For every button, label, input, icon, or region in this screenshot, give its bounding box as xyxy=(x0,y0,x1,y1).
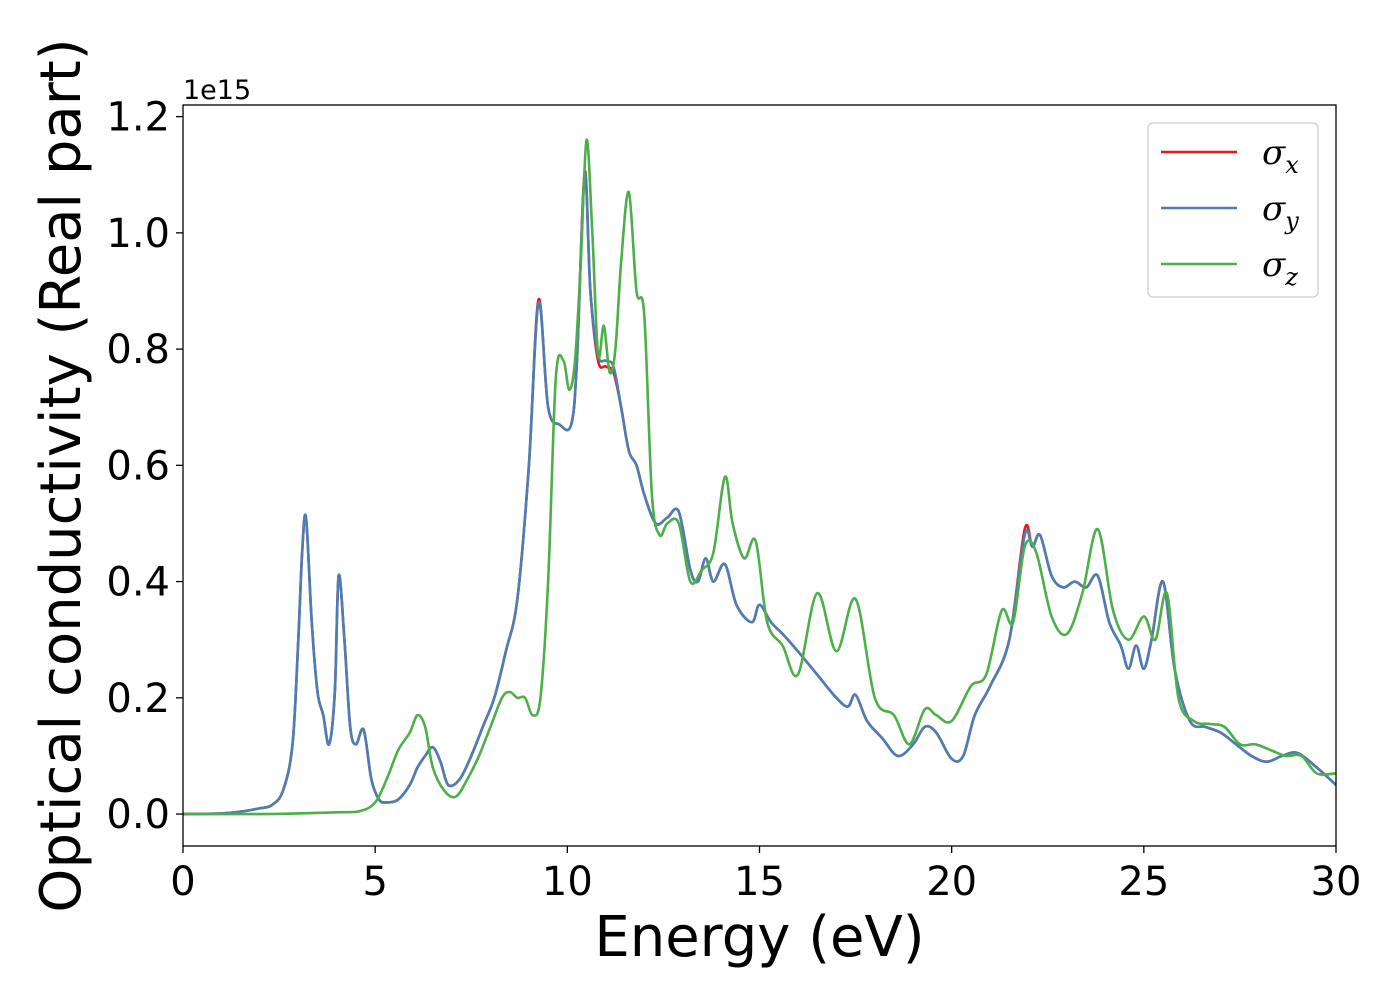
y-tick-label: 0.2 xyxy=(106,676,170,722)
legend-label-x: σx xyxy=(1262,133,1299,179)
plot-area xyxy=(182,104,1337,847)
legend-label-subscript: y xyxy=(1284,207,1299,235)
y-tick-label: 0.4 xyxy=(106,560,170,606)
x-tick-label: 10 xyxy=(542,859,593,905)
series-layer xyxy=(183,138,1336,816)
legend-label-base: σ xyxy=(1262,133,1286,173)
legend-label-subscript: x xyxy=(1285,151,1299,179)
x-axis-label: Energy (eV) xyxy=(594,905,924,970)
series-line-z xyxy=(183,138,1336,816)
x-axis: 0 5 10 15 20 25 30 xyxy=(170,846,1361,905)
legend-label-subscript: z xyxy=(1284,263,1298,291)
legend-label-base: σ xyxy=(1262,189,1286,229)
y-tick-label: 1.2 xyxy=(106,95,170,141)
x-tick-label: 25 xyxy=(1118,859,1169,905)
x-tick-label: 15 xyxy=(734,859,785,905)
x-tick-label: 20 xyxy=(926,859,977,905)
y-tick-label: 0.0 xyxy=(106,792,170,838)
y-tick-label: 0.8 xyxy=(106,327,170,373)
legend-box xyxy=(1147,122,1319,298)
y-axis: 0.0 0.2 0.4 0.6 0.8 1.0 1.2 xyxy=(106,95,183,838)
legend-label-y: σy xyxy=(1262,189,1299,235)
x-tick-label: 30 xyxy=(1311,859,1362,905)
x-tick-label: 5 xyxy=(362,859,387,905)
y-axis-label: Optical conductivity (Real part) xyxy=(29,38,94,912)
legend-label-base: σ xyxy=(1262,245,1286,285)
y-tick-label: 0.6 xyxy=(106,443,170,489)
y-tick-label: 1.0 xyxy=(106,211,170,257)
x-tick-label: 0 xyxy=(170,859,195,905)
legend-label-z: σz xyxy=(1262,245,1298,291)
y-offset-label: 1e15 xyxy=(183,75,251,106)
